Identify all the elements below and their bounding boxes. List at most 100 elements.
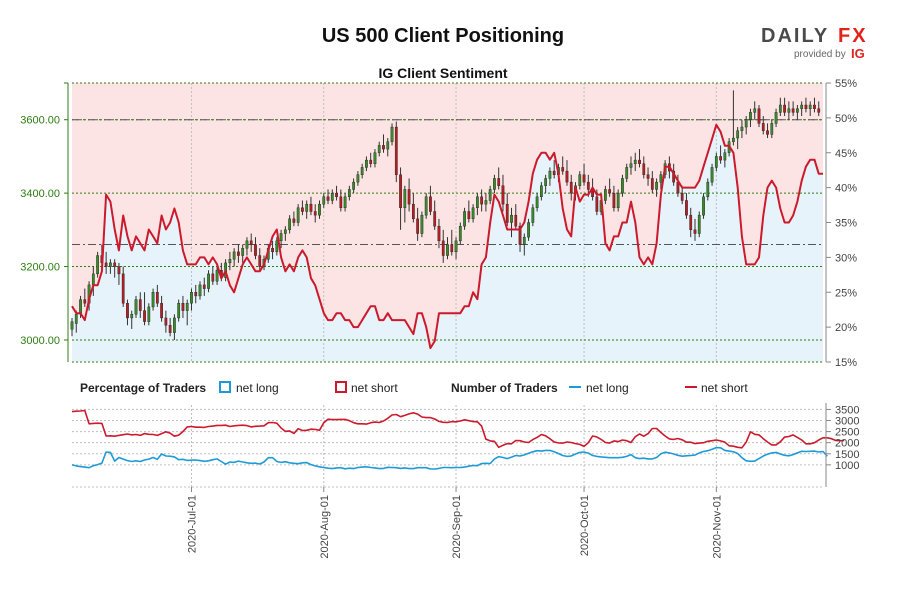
candle-body <box>527 222 530 238</box>
candle-body <box>411 203 415 220</box>
candle-body <box>185 303 189 311</box>
candle-body <box>561 167 565 172</box>
candle-body <box>74 314 78 324</box>
candle-body <box>680 192 684 201</box>
candle-body <box>202 284 206 289</box>
candle-body <box>352 181 355 190</box>
candle-body <box>190 292 193 304</box>
candle-body <box>488 189 492 201</box>
chart-subtitle: IG Client Sentiment <box>378 65 507 81</box>
candle-body <box>424 196 428 216</box>
candle-body <box>305 203 309 212</box>
price-tick-label: 3000.00 <box>20 335 60 347</box>
candle-body <box>702 196 705 216</box>
candle-body <box>288 218 291 231</box>
candle-body <box>454 240 458 253</box>
candle-body <box>604 189 607 201</box>
candle-body <box>228 259 232 264</box>
candle-body <box>778 104 782 113</box>
candle-body <box>109 262 112 267</box>
candle-body <box>774 112 778 124</box>
date-tick-label: 2020-Aug-01 <box>319 495 331 559</box>
candle-body <box>714 156 718 168</box>
candle-body <box>518 225 522 245</box>
candle-body <box>164 317 168 326</box>
legend-num-title: Number of Traders <box>451 381 558 395</box>
candle-body <box>531 207 535 223</box>
candle-body <box>232 251 236 260</box>
candle-body <box>151 292 155 308</box>
candle-body <box>279 233 283 242</box>
candle-body <box>335 192 338 198</box>
candle-body <box>565 170 569 183</box>
candle-body <box>706 181 710 198</box>
candle-body <box>471 207 475 220</box>
count-tick-label: 1500 <box>835 449 859 461</box>
candle-body <box>612 192 616 209</box>
candle-body <box>450 244 454 253</box>
candle-body <box>121 273 125 304</box>
candle-body <box>723 152 727 161</box>
pct-tick-label: 45% <box>835 148 857 160</box>
candle-body <box>326 196 330 201</box>
candle-body <box>522 236 526 245</box>
legend-pct-long-swatch <box>219 381 231 393</box>
candle-body <box>740 126 744 131</box>
logo-provided-by: provided by <box>794 49 846 60</box>
candle-body <box>642 163 646 175</box>
legend-pct-short-swatch <box>335 381 347 393</box>
net-short-pct-polyline <box>71 123 823 350</box>
candle-body <box>505 203 509 223</box>
legend-pct-long-label: net long <box>236 381 279 395</box>
candle-body <box>275 240 279 253</box>
date-tick-label: 2020-Oct-01 <box>579 495 591 556</box>
candle-body <box>420 214 424 234</box>
candle-body <box>194 292 198 297</box>
candle-body <box>693 229 697 234</box>
candle-body <box>621 178 624 194</box>
candle-body <box>177 303 181 319</box>
candle-body <box>697 214 701 234</box>
candle-body <box>224 262 227 278</box>
price-tick-label: 3200.00 <box>20 262 60 274</box>
candle-body <box>616 192 620 209</box>
candle-body <box>70 321 74 330</box>
candle-body <box>608 189 612 194</box>
candle-body <box>130 314 134 319</box>
pct-tick-label: 25% <box>835 287 857 299</box>
pct-tick-label: 30% <box>835 252 857 264</box>
candle-body <box>365 159 368 168</box>
dailyfx-logo: DAILY FX provided by IG <box>761 25 866 61</box>
candle-body <box>458 225 462 242</box>
candle-body <box>198 284 202 297</box>
main-panel-background <box>72 83 823 362</box>
candle-body <box>271 247 274 253</box>
candle-body <box>625 167 629 179</box>
candle-body <box>390 126 394 142</box>
net-short-count-polyline <box>71 409 845 449</box>
legend-num-short-label: net short <box>701 381 748 395</box>
count-tick-label: 1000 <box>835 460 859 472</box>
date-tick-label: 2020-Sep-01 <box>451 495 463 559</box>
price-candles <box>70 90 821 340</box>
candle-body <box>796 108 799 113</box>
candle-body <box>480 196 484 205</box>
candle-body <box>245 240 249 249</box>
candle-body <box>249 240 253 245</box>
candle-body <box>330 192 334 201</box>
candle-body <box>467 211 471 220</box>
candle-body <box>429 196 432 212</box>
candle-body <box>318 203 321 216</box>
legend-num-long-label: net long <box>586 381 629 395</box>
candle-body <box>96 255 99 275</box>
candle-body <box>446 244 449 256</box>
candle-body <box>552 170 556 175</box>
candle-body <box>134 299 138 315</box>
candle-body <box>433 211 437 227</box>
candle-body <box>394 126 398 175</box>
candle-body <box>339 196 343 209</box>
candle-body <box>791 108 795 113</box>
candle-body <box>757 108 761 124</box>
